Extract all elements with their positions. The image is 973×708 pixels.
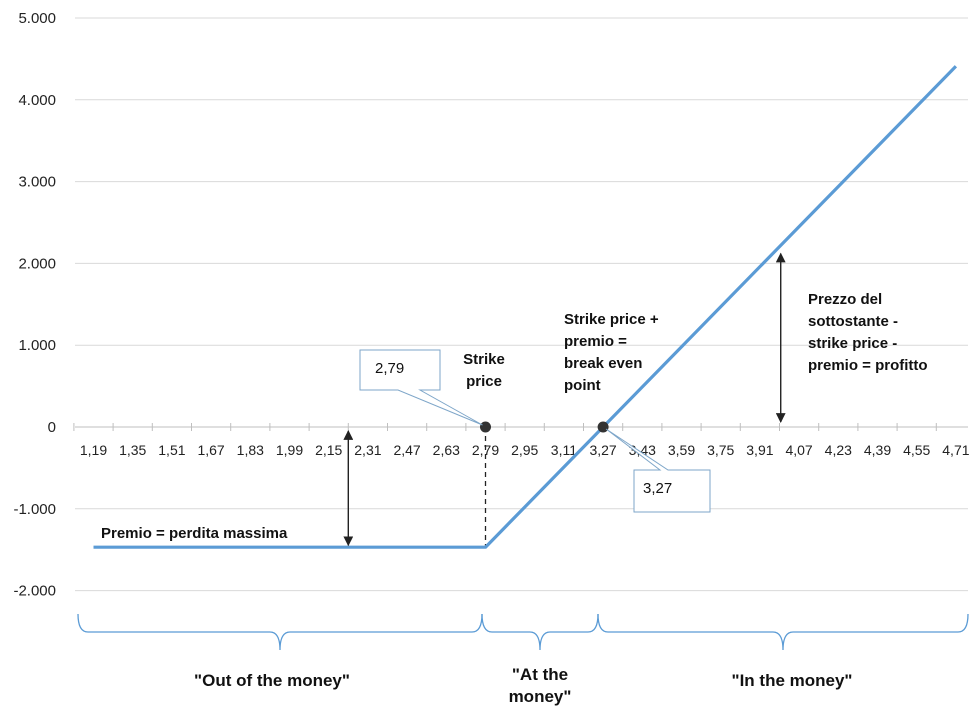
strike-callout-text: 2,79: [375, 360, 404, 377]
atm-label: "At the money": [509, 665, 572, 706]
loss-label: Premio = perdita massima: [101, 525, 288, 542]
y-tick-label: 0: [48, 419, 56, 436]
x-tick-label: 1,51: [158, 442, 185, 458]
x-tick-label: 2,31: [354, 442, 381, 458]
strike-point: [480, 421, 491, 433]
y-tick-label: 1.000: [18, 337, 56, 354]
key-points: [480, 421, 609, 433]
breakeven-point: [597, 421, 609, 433]
y-tick-label: 4.000: [18, 92, 56, 109]
y-tick-label: -2.000: [13, 583, 56, 600]
y-tick-label: 2.000: [18, 255, 56, 272]
y-tick-label: 3.000: [18, 174, 56, 191]
x-tick-label: 2,63: [433, 442, 460, 458]
region-braces: [77, 613, 969, 651]
payoff-line: [93, 65, 958, 549]
breakeven-callout-box: [605, 428, 711, 513]
x-tick-label: 4,55: [903, 442, 930, 458]
x-tick-label: 3,11: [551, 442, 577, 458]
x-tick-label: 1,19: [80, 442, 107, 458]
breakeven-label: Strike price + premio = break even point: [564, 311, 659, 394]
x-tick-label: 1,83: [237, 442, 264, 458]
callouts: 2,79 3,27: [359, 349, 711, 513]
y-tick-label: 5.000: [18, 10, 56, 27]
x-tick-label: 2,95: [511, 442, 538, 458]
measure-arrows: [343, 252, 786, 547]
itm-label: "In the money": [732, 671, 853, 690]
x-tick-label: 4,07: [785, 442, 812, 458]
breakeven-callout-text: 3,27: [643, 480, 672, 497]
x-tick-label: 4,23: [825, 442, 852, 458]
x-tick-label: 1,99: [276, 442, 303, 458]
strike-callout-box: [359, 349, 483, 426]
x-tick-label: 1,67: [197, 442, 224, 458]
otm-brace: [77, 613, 483, 651]
x-tick-label: 2,15: [315, 442, 342, 458]
x-tick-label: 3,27: [589, 442, 616, 458]
x-tick-label: 1,35: [119, 442, 146, 458]
y-tick-label: -1.000: [13, 501, 56, 518]
otm-label: "Out of the money": [194, 671, 350, 690]
y-axis-tick-labels: 5.000 4.000 3.000 2.000 1.000 0 -1.000 -2.000: [13, 10, 56, 600]
x-axis-tick-labels: 1,19 1,35 1,51 1,67 1,83 1,99 2,15 2,31 2,47 2,63…: [80, 442, 970, 458]
strike-price-label: Strike price: [463, 351, 505, 390]
annotation-labels: Strike price Strike price + premio = break e…: [101, 291, 928, 542]
profit-label: Prezzo del sottostante -strike price -pre…: [808, 291, 928, 374]
x-tick-label: 3,75: [707, 442, 734, 458]
x-tick-label: 3,43: [629, 442, 656, 458]
x-axis: [73, 423, 968, 431]
x-tick-label: 4,39: [864, 442, 891, 458]
x-tick-label: 3,91: [746, 442, 773, 458]
x-tick-label: 4,71: [942, 442, 969, 458]
atm-brace: [481, 613, 599, 651]
payoff-series: [93, 65, 958, 549]
itm-brace: [597, 613, 969, 651]
x-tick-label: 2,47: [393, 442, 420, 458]
x-tick-label: 3,59: [668, 442, 695, 458]
region-labels: "Out of the money" "At the money" "In the m…: [194, 665, 852, 706]
